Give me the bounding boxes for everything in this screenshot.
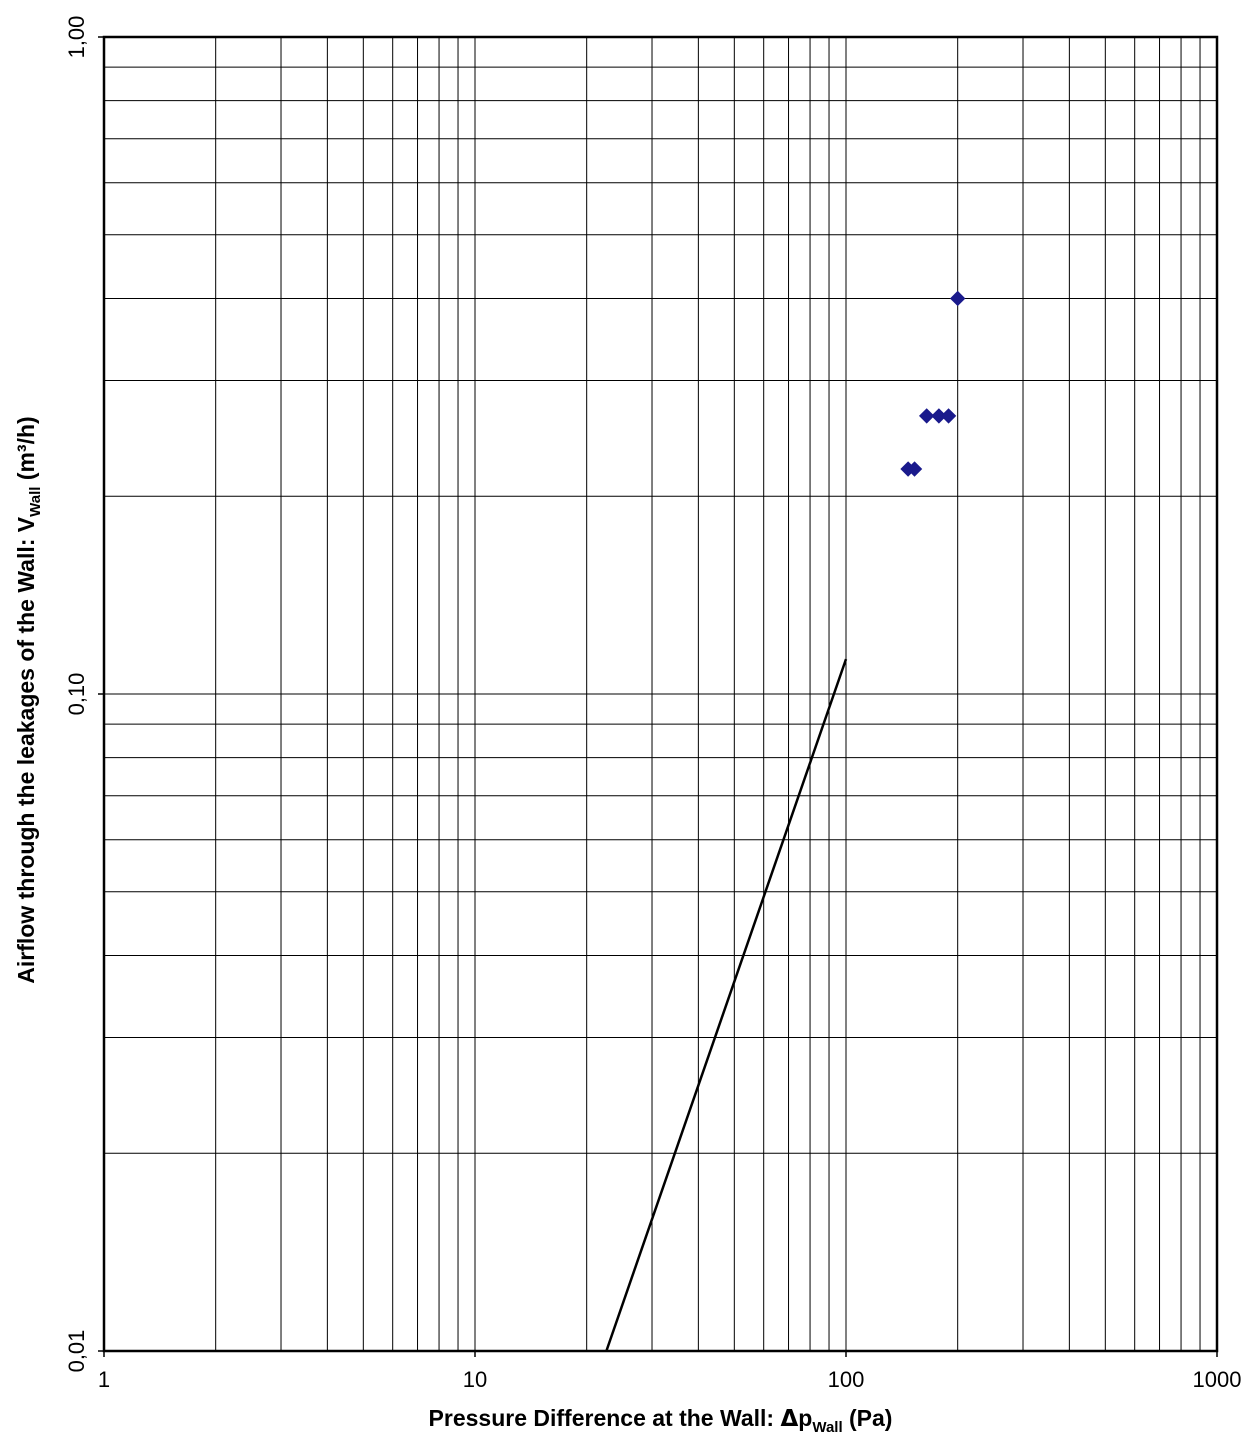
x-tick-label: 1000	[1193, 1367, 1242, 1392]
series-layer	[605, 290, 966, 1352]
x-axis-title-subscript: Wall	[812, 1419, 842, 1436]
gridlines	[104, 37, 1217, 1351]
y-tick-label: 0,10	[64, 673, 89, 716]
x-axis-title-symbol: p	[798, 1405, 812, 1431]
data-point	[906, 461, 923, 477]
y-tick-label: 0,01	[64, 1330, 89, 1373]
y-axis-title-subscript: Wall	[27, 487, 44, 517]
x-axis-title-delta: Δ	[780, 1406, 798, 1432]
data-point	[918, 408, 935, 424]
x-axis-title-text: Pressure Difference at the Wall:	[429, 1405, 781, 1431]
tick-labels: 1 10 100 1000 0,01 0,10 1,00	[64, 16, 1241, 1392]
x-axis-title: Pressure Difference at the Wall: ΔpWall …	[429, 1405, 893, 1436]
x-tick-label: 100	[828, 1367, 865, 1392]
fit-line	[605, 658, 848, 1352]
x-tick-label: 10	[463, 1367, 487, 1392]
x-axis-title-unit: (Pa)	[843, 1405, 893, 1431]
data-point	[940, 408, 957, 424]
y-axis-title-unit: (m³/h)	[13, 416, 39, 486]
y-axis-title-text: Airflow through the leakages of the Wall…	[13, 516, 39, 984]
y-tick-label: 1,00	[64, 16, 89, 59]
y-axis-title: Airflow through the leakages of the Wall…	[13, 416, 44, 983]
x-tick-label: 1	[98, 1367, 110, 1392]
data-point	[949, 290, 966, 307]
